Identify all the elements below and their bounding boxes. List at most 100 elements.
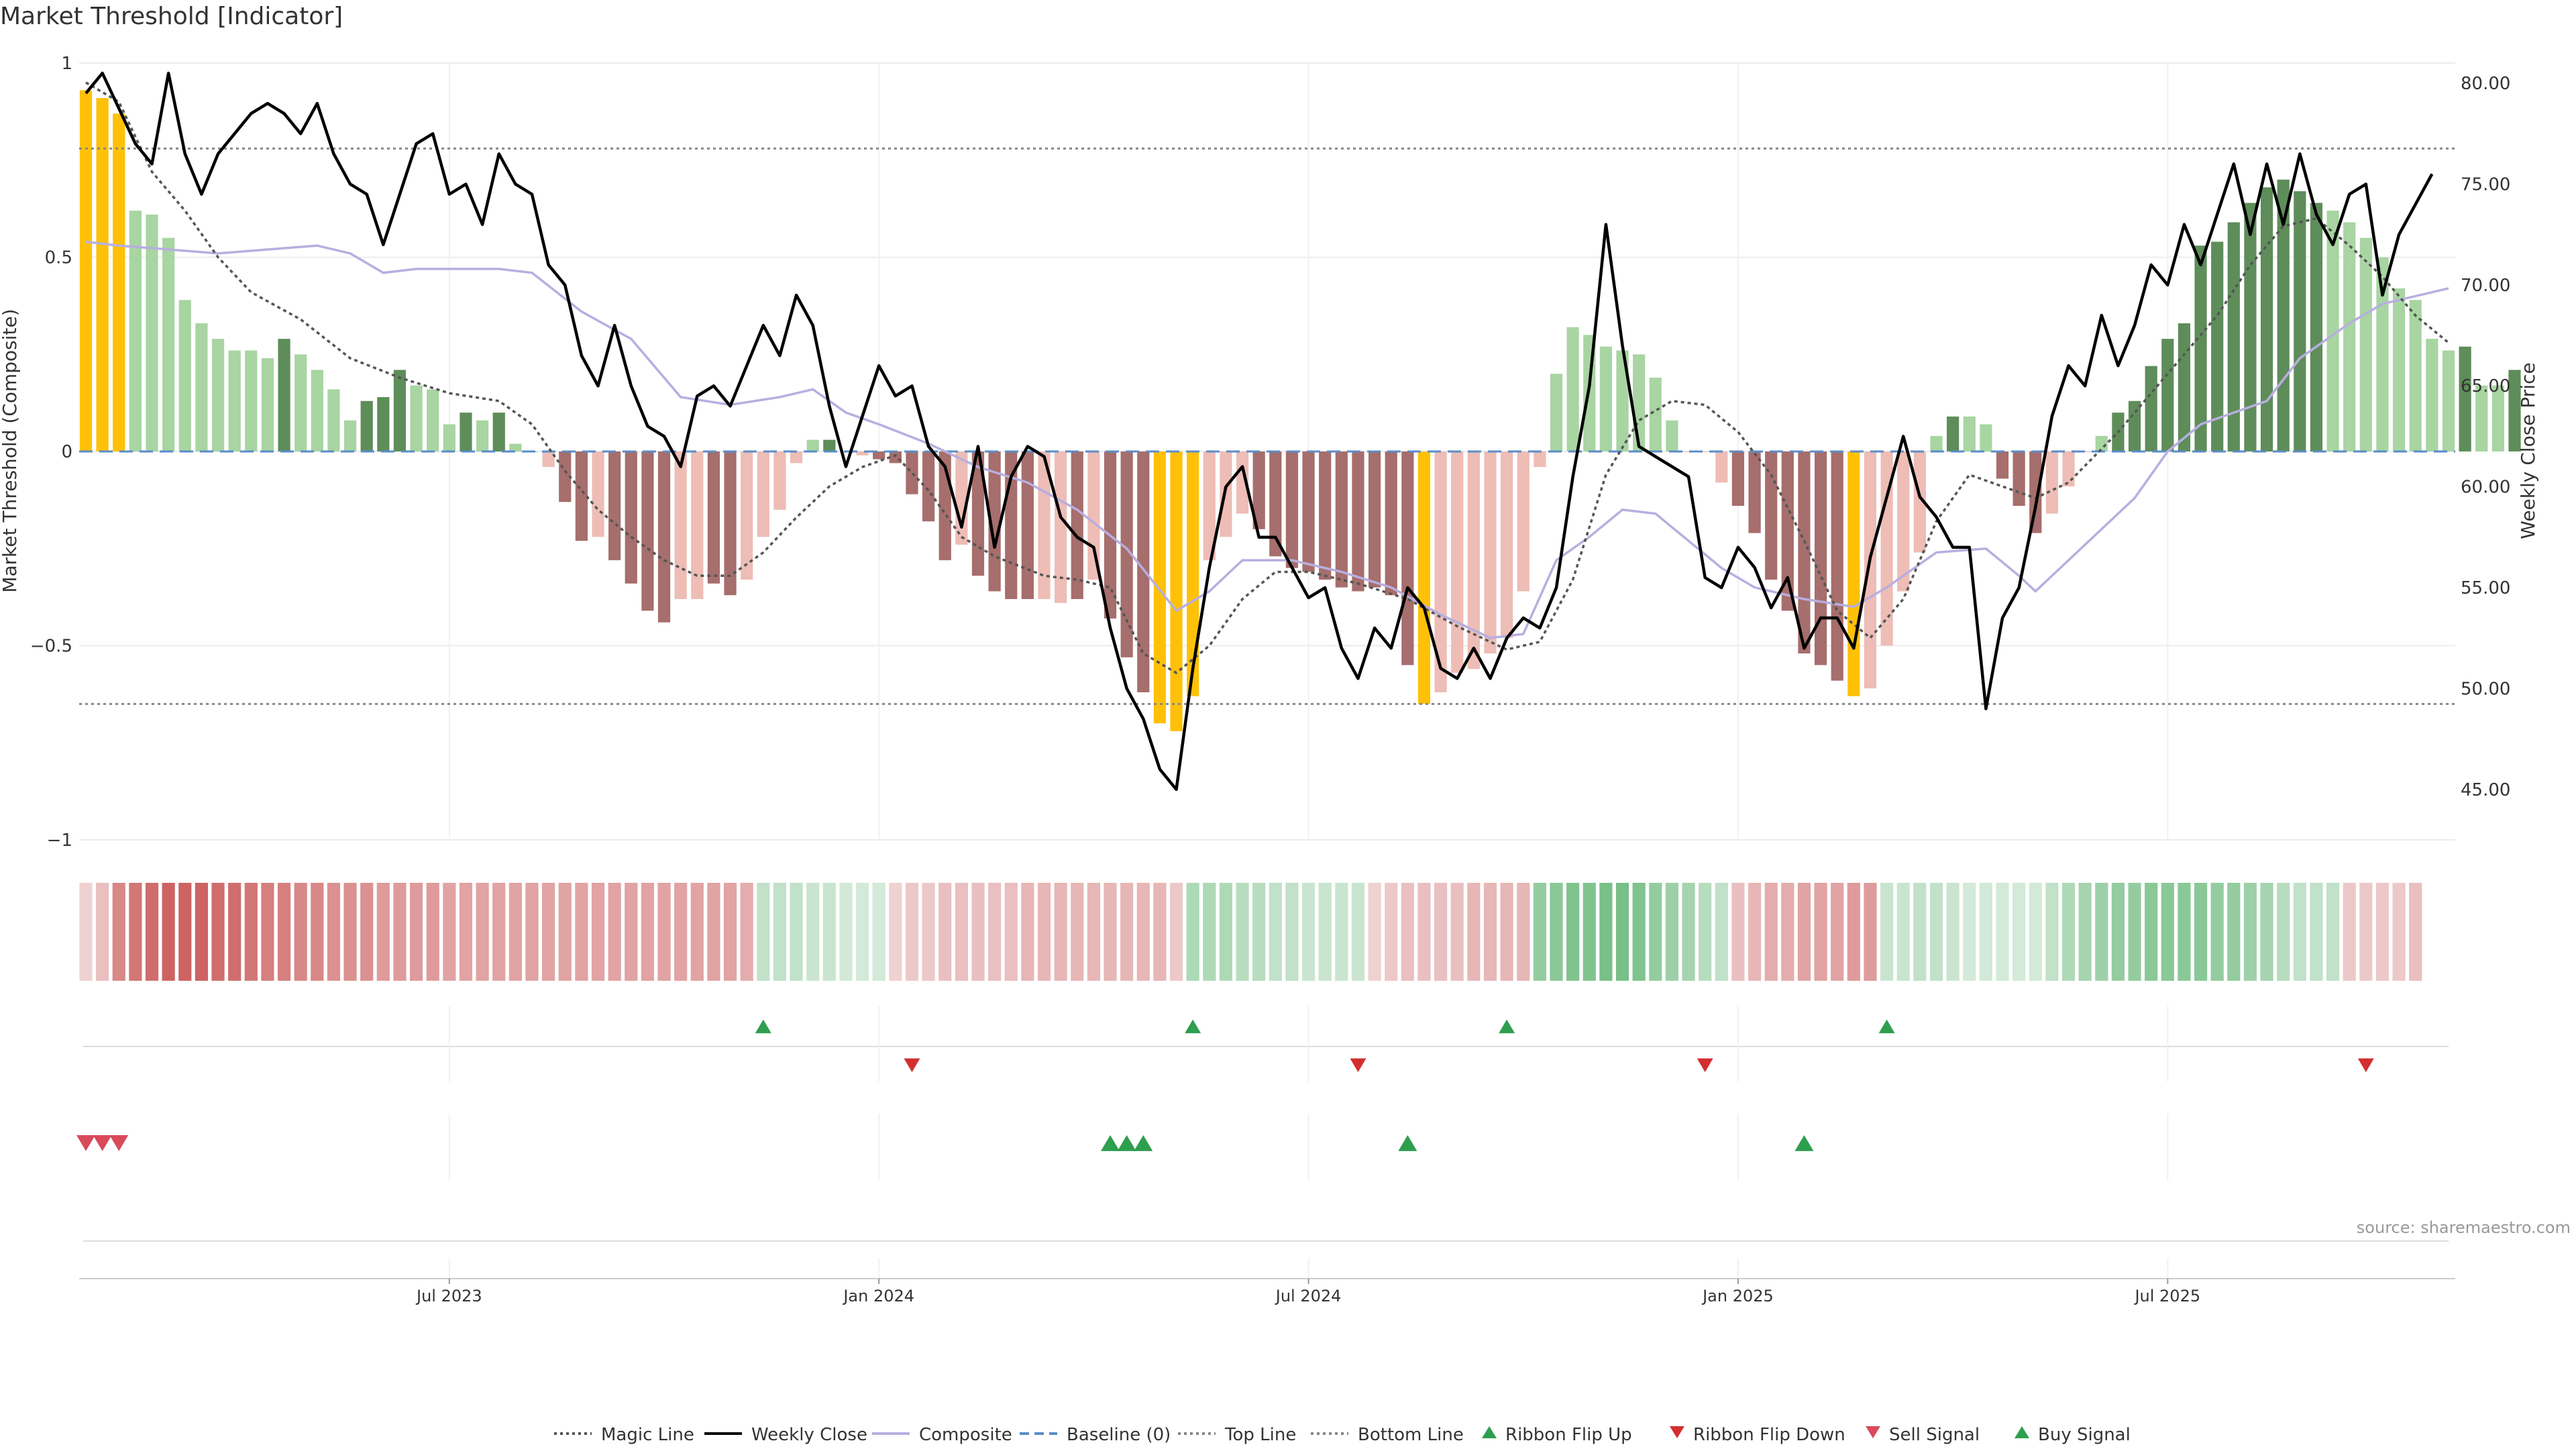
ribbon-flip-down-marker [2357,1058,2374,1073]
composite-bar [1814,451,1827,665]
composite-bar [228,350,241,451]
ribbon-cell [1797,883,1811,981]
ribbon-cell [1087,883,1100,981]
composite-bar [1417,451,1431,704]
composite-bar [724,451,737,596]
ribbon-cell [790,883,803,981]
signal-rows [76,1006,2449,1279]
composite-bar [2508,370,2521,451]
ribbon-cell [757,883,770,981]
composite-bar [1682,451,1695,452]
ribbon-cell [1385,883,1398,981]
ribbon-cell [988,883,1002,981]
ribbon-flip-up-marker [1499,1019,1515,1034]
composite-line [85,240,2449,639]
ribbon-cell [360,883,374,981]
composite-bar [1385,451,1397,596]
page-title: Market Threshold [Indicator] [0,3,343,30]
composite-bar [278,339,290,451]
composite-bar [1765,451,1778,580]
ribbon-cell [2111,883,2125,981]
composite-bar [757,451,769,537]
composite-bar [343,420,357,451]
ribbon-cell [608,883,621,981]
composite-bar [1302,451,1315,572]
x-tick-label: Jul 2025 [2133,1287,2200,1305]
ribbon-cell [542,883,555,981]
composite-bar [1517,451,1529,592]
ribbon-cell [1533,883,1546,981]
composite-bar [162,237,175,451]
legend-label: Weekly Close [751,1425,867,1445]
buy-signal-marker [1134,1135,1153,1151]
x-tick-label: Jan 2024 [842,1287,914,1305]
composite-bar [873,451,885,460]
composite-bar [1434,451,1447,692]
composite-bar [113,113,125,451]
composite-bar [823,439,836,451]
ribbon-cell [1136,883,1150,981]
buy-signal-marker [1794,1135,1814,1151]
ribbon-cell [1682,883,1695,981]
composite-bar [2194,246,2207,451]
ribbon-cell [2375,883,2390,981]
composite-bar [641,451,654,611]
composite-bar [2491,385,2505,451]
ribbon-cell [459,883,473,981]
sell-signal-marker [109,1135,129,1151]
ribbon-cell [707,883,720,981]
legend-label: Composite [919,1425,1012,1445]
overlay-lines [79,71,2455,792]
ribbon-cell [1483,883,1497,981]
composite-bar [1715,451,1728,483]
y-tick-label-right: 45.00 [2461,780,2510,800]
ribbon-cell [2326,883,2340,981]
ribbon-cell [277,883,291,981]
ribbon-cell [195,883,209,981]
ribbon-cell [723,883,737,981]
ribbon-cell [1632,883,1646,981]
ribbon-cell [2260,883,2273,981]
ribbon-cell [2078,883,2092,981]
composite-bar [311,370,323,451]
ribbon-cell [2178,883,2191,981]
legend-label: Bottom Line [1358,1425,1464,1445]
ribbon-cell [1450,883,1464,981]
y-tick-label-right: 75.00 [2461,174,2510,195]
ribbon-cell [1665,883,1679,981]
axes: Market Threshold (Composite) Weekly Clos… [0,54,2539,851]
composite-bar [2475,385,2488,451]
y-tick-label-left: −0.5 [30,637,72,657]
ribbon-cell [1847,883,1860,981]
composite-bar [2343,222,2356,451]
y-axis-label-left: Market Threshold (Composite) [0,309,21,592]
ribbon-cell [872,883,885,981]
composite-bar [1847,451,1860,696]
composite-bar [1996,451,2009,479]
composite-bar [492,413,505,451]
ribbon-cell [1186,883,1199,981]
source-credit: source: sharemaestro.com [2356,1218,2571,1237]
ribbon-cell [690,883,704,981]
composite-bar [1599,346,1613,451]
composite-bar [1748,451,1761,533]
composite-bar [294,354,307,451]
ribbon-cell [327,883,341,981]
composite-bar [1071,451,1083,600]
ribbon-cell [211,883,225,981]
composite-bars [79,90,2521,731]
ribbon-cell [376,883,390,981]
composite-bar [1120,451,1133,657]
ribbon-cell [2210,883,2224,981]
ribbon-cell [938,883,952,981]
ribbon-cell [922,883,935,981]
x-tick-label: Jul 2024 [1275,1287,1342,1305]
ribbon-cell [1417,883,1431,981]
ribbon-cell [2061,883,2076,981]
composite-bar [773,451,786,510]
ribbon-cell [1037,883,1051,981]
ribbon-cell [508,883,522,981]
ribbon-cell [443,883,456,981]
composite-bar [2310,203,2323,451]
magic-line [85,81,2450,675]
